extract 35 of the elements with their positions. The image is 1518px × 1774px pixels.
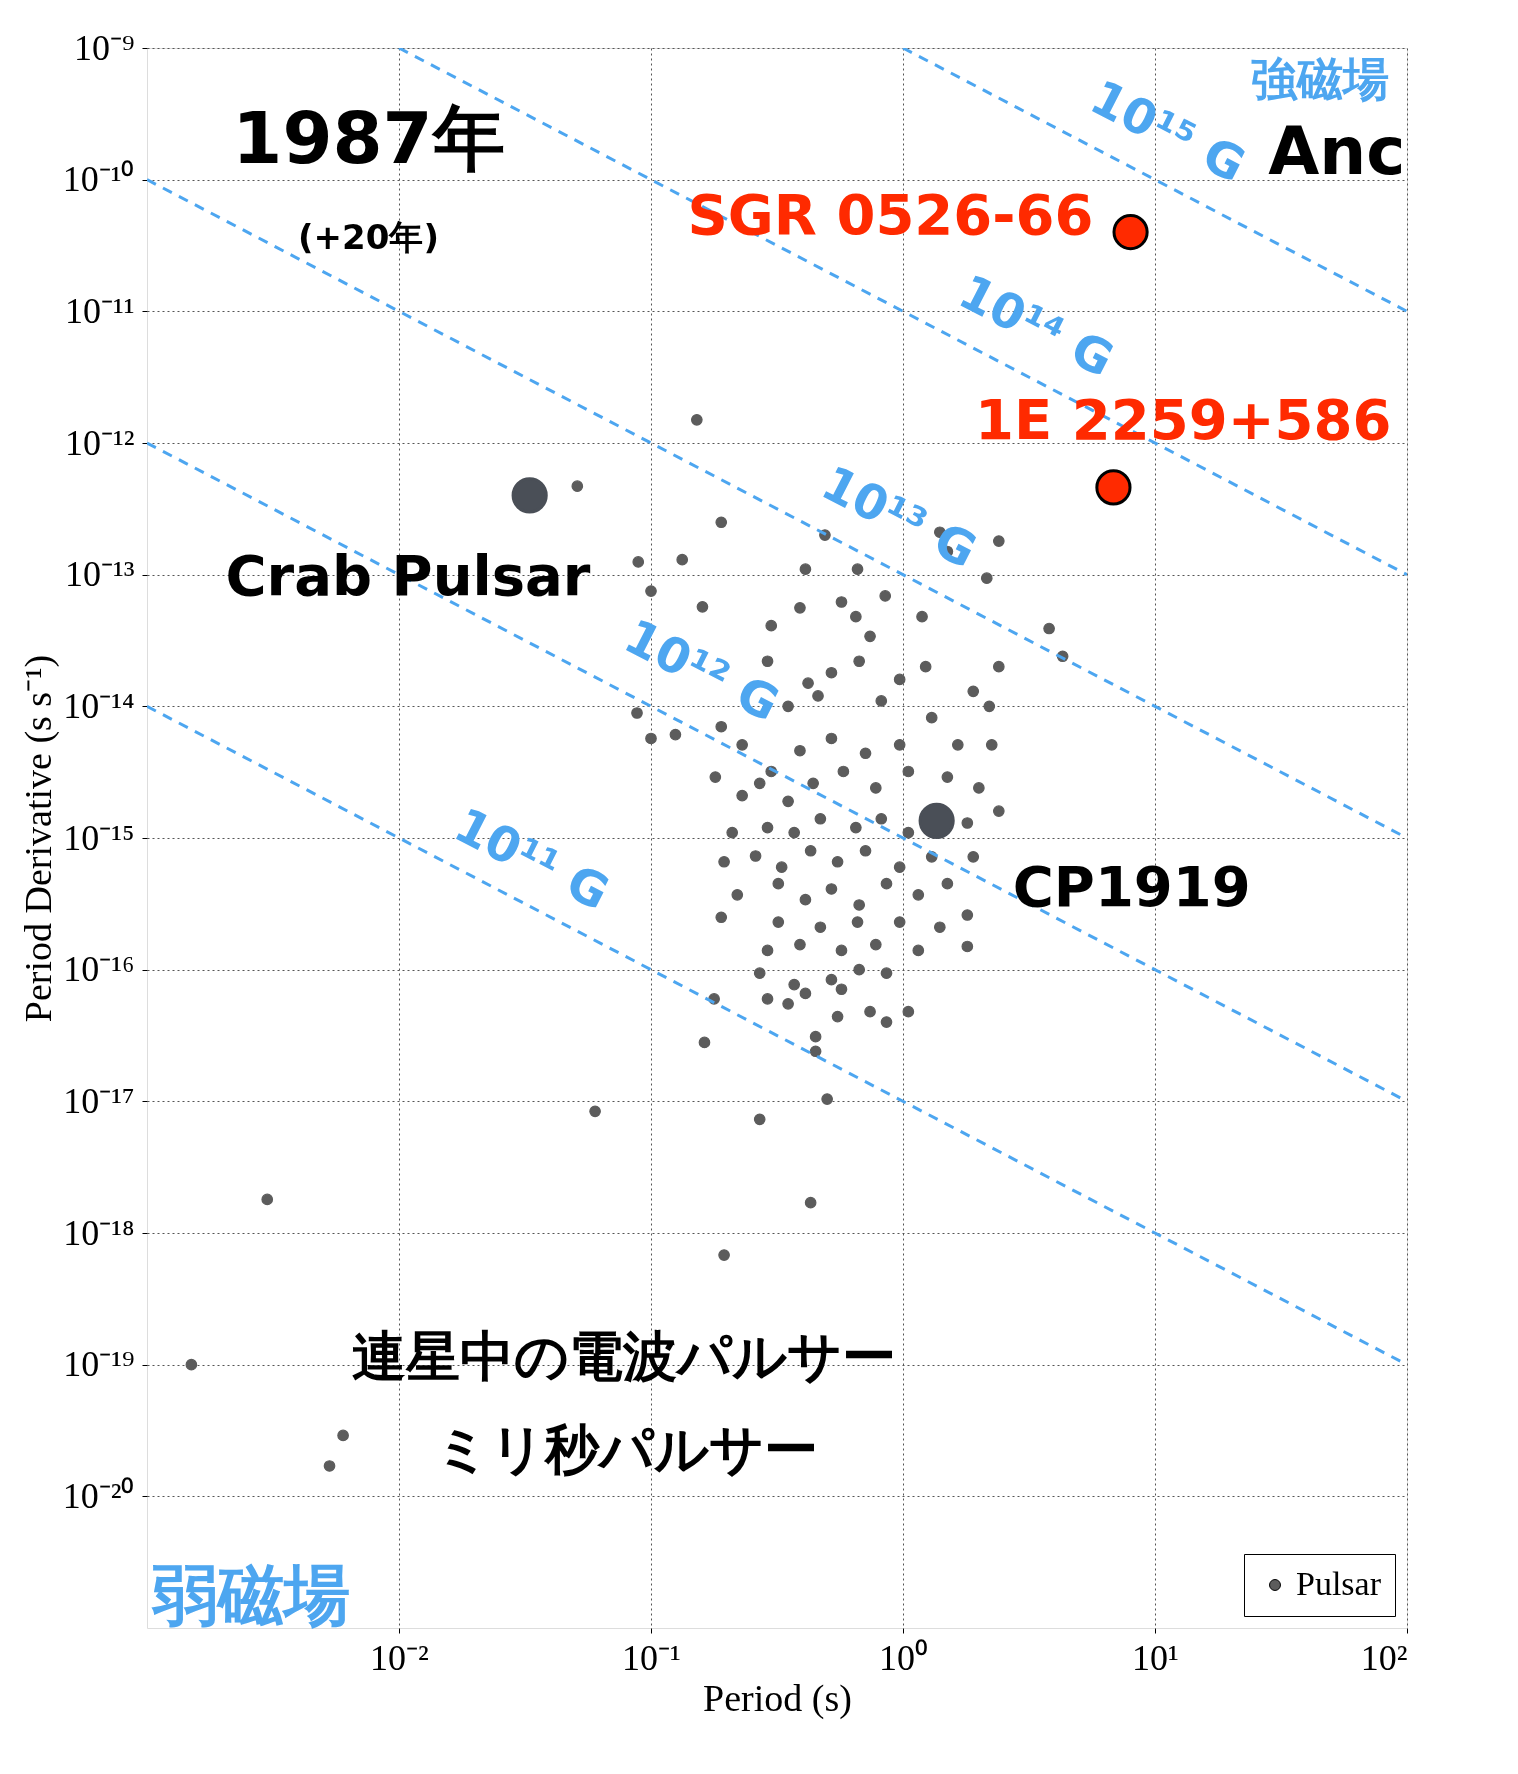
annotation: 連星中の電波パルサー [352,1325,897,1389]
annotation: SGR 0526-66 [687,181,1094,247]
y-tick-label: 10⁻¹² [64,422,135,463]
y-tick-label: 10⁻¹⁴ [63,685,135,726]
x-tick-label: 10⁰ [879,1637,928,1678]
x-tick-label: 10² [1360,1637,1408,1678]
annotation: 10¹⁴ G [950,262,1123,388]
annotation: ミリ秒パルサー [434,1418,818,1482]
y-tick-label: 10⁻¹⁰ [62,159,135,200]
y-tick-label: 10⁻⁹ [73,27,135,68]
y-axis-title: Period Derivative (s s⁻¹) [16,654,60,1023]
y-tick-label: 10⁻¹¹ [64,290,135,331]
annotation: Crab Pulsar [225,543,591,608]
annotation: 強磁場 [1251,52,1390,107]
annotation: 弱磁場 [151,1557,351,1634]
annotation: 1E 2259+586 [975,387,1392,453]
y-tick-label: 10⁻¹³ [64,554,135,595]
annotation: 10¹³ G [813,454,986,579]
x-tick-label: 10⁻¹ [622,1637,681,1678]
x-tick-label: 10⁻² [370,1637,429,1678]
x-axis-title: Period (s) [703,1676,852,1720]
annotation: 10¹¹ G [445,796,619,922]
y-tick-label: 10⁻¹⁸ [63,1212,135,1253]
y-tick-label: 10⁻¹⁷ [63,1080,135,1121]
y-tick-label: 10⁻¹⁶ [63,949,135,990]
y-tick-label: 10⁻²⁰ [62,1475,135,1516]
annotation: (+20年) [298,217,439,258]
x-tick-label: 10¹ [1132,1637,1179,1678]
annotation: CP1919 [1012,854,1251,920]
annotation: Anc [1268,112,1406,190]
annotation: 1987年 [232,96,505,181]
legend-label: Pulsar [1296,1565,1382,1602]
y-tick-label: 10⁻¹⁹ [63,1344,135,1385]
annotation: 10¹² G [615,607,789,733]
y-tick-label: 10⁻¹⁵ [63,817,135,858]
